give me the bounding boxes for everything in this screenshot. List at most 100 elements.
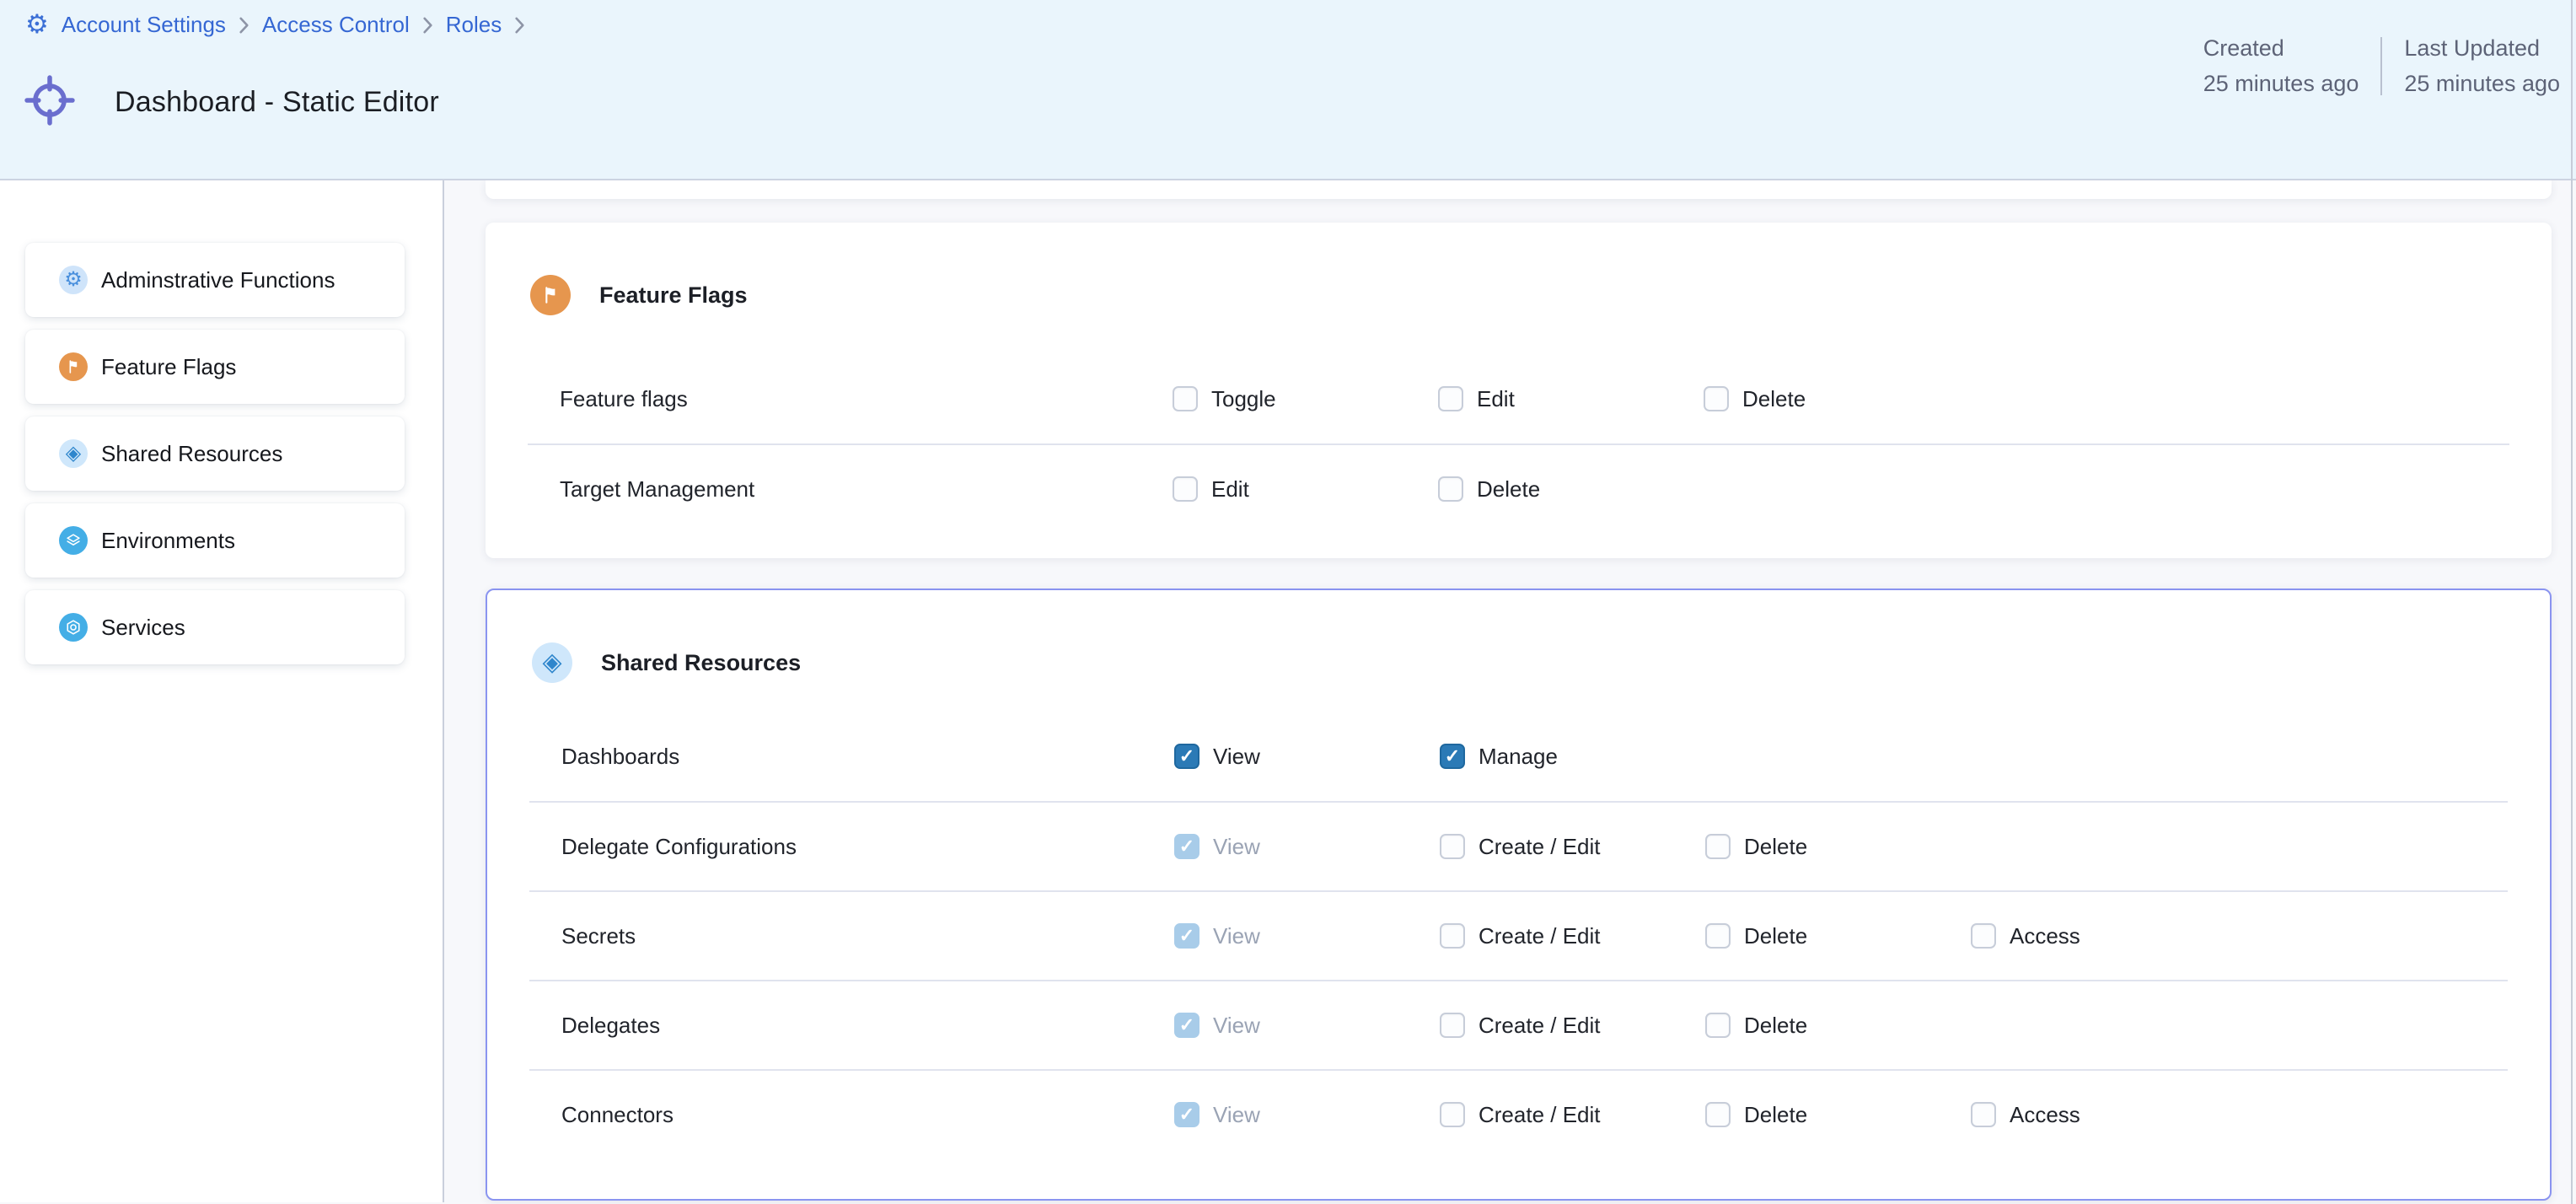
chevron-right-icon [514,16,525,35]
checkbox-label: Toggle [1211,385,1276,411]
checkbox-create-edit[interactable]: ✓ [1440,834,1465,859]
chevron-right-icon [422,16,433,35]
sidebar-item-label: Shared Resources [101,440,283,466]
section-shared-resources: ◈ Shared Resources Dashboards ✓ View ✓ Manag… [486,589,2552,1201]
section-header: ◈ Shared Resources [532,642,2550,683]
meta-divider [2380,37,2383,95]
checkbox-label: View [1213,833,1260,859]
checkbox-delete[interactable]: ✓ [1705,834,1731,859]
permission-delete[interactable]: ✓ Delete [1438,476,1704,503]
resource-label: Target Management [560,476,755,502]
permission-create-edit[interactable]: ✓ Create / Edit [1440,1102,1705,1128]
checkbox-label: Delete [1744,1012,1808,1038]
section-title: Shared Resources [601,649,802,675]
permission-edit[interactable]: ✓ Edit [1173,476,1438,503]
permission-create-edit[interactable]: ✓ Create / Edit [1440,1013,1705,1039]
cube-icon: ◈ [59,439,88,468]
checkbox-access[interactable]: ✓ [1971,923,1996,949]
permission-row-feature-flags: Feature flags ✓ Toggle ✓ Edit ✓ Delete [528,354,2509,443]
section-title: Feature Flags [599,282,748,308]
checkbox-label: Access [2010,1101,2080,1127]
checkbox-label: Manage [1479,743,1558,769]
permission-delete[interactable]: ✓ Delete [1704,386,1969,412]
permission-row-connectors: Connectors ✓ View ✓ Create / Edit ✓ Delete ✓ Acc… [529,1069,2508,1158]
checkbox-delete[interactable]: ✓ [1705,1013,1731,1038]
checkbox-create-edit[interactable]: ✓ [1440,923,1465,949]
permission-delete[interactable]: ✓ Delete [1705,1013,1971,1039]
permission-row-delegates: Delegates ✓ View ✓ Create / Edit ✓ Delete [529,980,2508,1069]
scrolled-card-edge [486,180,2552,199]
resource-label: Delegates [561,1012,661,1038]
checkbox-view[interactable]: ✓ [1174,744,1199,769]
checkbox-delete[interactable]: ✓ [1705,1102,1731,1127]
checkbox-label: Delete [1477,476,1541,502]
sidebar-item-label: Environments [101,527,235,553]
breadcrumb-link-roles[interactable]: Roles [445,12,502,37]
hexagon-icon [59,613,88,642]
permission-toggle[interactable]: ✓ Toggle [1173,386,1438,412]
permission-edit[interactable]: ✓ Edit [1438,386,1704,412]
permission-access[interactable]: ✓ Access [1971,923,2236,949]
scrollbar-edge [2571,0,2573,1204]
resource-label: Dashboards [561,743,680,769]
permission-create-edit[interactable]: ✓ Create / Edit [1440,923,1705,949]
checkbox-manage[interactable]: ✓ [1440,744,1465,769]
permission-manage[interactable]: ✓ Manage [1440,744,1705,770]
permission-row-dashboards: Dashboards ✓ View ✓ Manage [529,712,2508,801]
permission-view: ✓ View [1174,834,1440,860]
checkbox-label: Delete [1742,385,1806,411]
sidebar-item-services[interactable]: Services [25,590,405,664]
sidebar-item-label: Adminstrative Functions [101,266,335,293]
permission-view[interactable]: ✓ View [1174,744,1440,770]
page-title: Dashboard - Static Editor [115,86,439,118]
checkbox-toggle[interactable]: ✓ [1173,386,1198,411]
sidebar-item-environments[interactable]: Environments [25,503,405,578]
permission-rows: Dashboards ✓ View ✓ Manage Delegate Configura… [487,712,2550,1158]
checkbox-edit[interactable]: ✓ [1438,386,1463,411]
permission-view: ✓ View [1174,923,1440,949]
breadcrumb-link-account-settings[interactable]: Account Settings [61,12,226,37]
checkbox-delete[interactable]: ✓ [1704,386,1729,411]
page-header: ⚙ Account Settings Access Control Roles Da… [0,0,2576,180]
permission-row-target-management: Target Management ✓ Edit ✓ Delete [528,443,2509,533]
breadcrumb: ⚙ Account Settings Access Control Roles [25,11,525,38]
checkbox-label: Delete [1744,833,1808,859]
checkbox-delete[interactable]: ✓ [1438,476,1463,502]
created-label: Created [2203,35,2284,61]
sidebar-item-shared-resources[interactable]: ◈ Shared Resources [25,417,405,491]
breadcrumb-link-access-control[interactable]: Access Control [261,12,410,37]
checkbox-delete[interactable]: ✓ [1705,923,1731,949]
checkbox-view: ✓ [1174,1013,1199,1038]
checkbox-label: View [1213,922,1260,949]
checkbox-label: Create / Edit [1479,833,1601,859]
crosshair-target-icon [22,73,78,132]
created-value: 25 minutes ago [2203,71,2359,96]
permission-access[interactable]: ✓ Access [1971,1102,2236,1128]
checkbox-label: Access [2010,922,2080,949]
section-header: Feature Flags [530,275,2552,315]
checkbox-label: Create / Edit [1479,1012,1601,1038]
checkbox-access[interactable]: ✓ [1971,1102,1996,1127]
checkbox-label: Delete [1744,922,1808,949]
permission-view: ✓ View [1174,1102,1440,1128]
sidebar-item-feature-flags[interactable]: Feature Flags [25,330,405,404]
layers-icon [59,526,88,555]
permission-delete[interactable]: ✓ Delete [1705,923,1971,949]
resource-label: Secrets [561,922,636,949]
chevron-right-icon [239,16,250,35]
permission-delete[interactable]: ✓ Delete [1705,834,1971,860]
last-updated-value: 25 minutes ago [2404,71,2560,96]
checkbox-label: View [1213,1101,1260,1127]
permission-delete[interactable]: ✓ Delete [1705,1102,1971,1128]
checkbox-create-edit[interactable]: ✓ [1440,1102,1465,1127]
permission-create-edit[interactable]: ✓ Create / Edit [1440,834,1705,860]
page-body: ⚙ Adminstrative Functions Feature Flags ◈ Sh… [0,180,2576,1202]
checkbox-edit[interactable]: ✓ [1173,476,1198,502]
sidebar-item-adminstrative-functions[interactable]: ⚙ Adminstrative Functions [25,243,405,317]
checkbox-create-edit[interactable]: ✓ [1440,1013,1465,1038]
last-updated-group: Last Updated 25 minutes ago [2404,35,2560,97]
permission-view: ✓ View [1174,1013,1440,1039]
resource-label: Connectors [561,1101,674,1127]
sidebar-item-label: Feature Flags [101,353,237,379]
